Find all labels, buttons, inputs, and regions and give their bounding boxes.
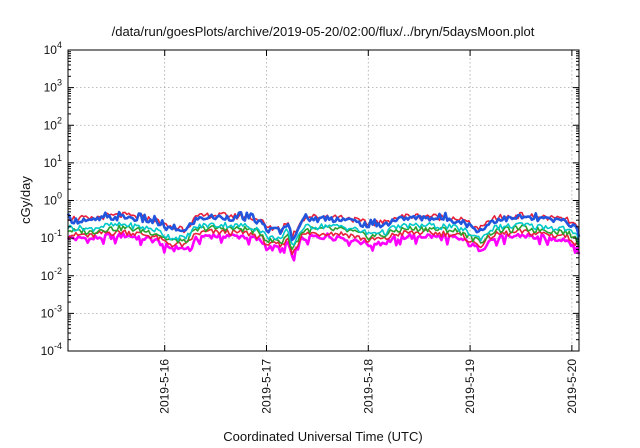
y-tick-label: 102 bbox=[44, 115, 62, 132]
x-tick-label: 2019-5-18 bbox=[361, 359, 375, 414]
data-series bbox=[66, 210, 581, 262]
chart-title: /data/run/goesPlots/archive/2019-05-20/0… bbox=[112, 24, 535, 39]
series-line bbox=[67, 221, 580, 246]
y-tick-label: 101 bbox=[44, 153, 62, 170]
y-axis-label: cGy/day bbox=[18, 176, 33, 224]
x-axis-ticks: 2019-5-16 2019-5-17 2019-5-18 2019-5-19 2019… bbox=[158, 50, 579, 414]
y-tick-label: 10-3 bbox=[41, 303, 62, 320]
y-tick-label: 10-1 bbox=[41, 228, 62, 245]
y-axis-ticks: 10-4 10-3 10-2 10-1 100 101 102 103 104 bbox=[41, 40, 579, 358]
series-line bbox=[66, 210, 581, 242]
series-line bbox=[68, 228, 580, 256]
y-tick-label: 104 bbox=[44, 40, 62, 57]
x-tick-label: 2019-5-19 bbox=[463, 359, 477, 414]
y-tick-label: 10-4 bbox=[41, 341, 62, 358]
x-axis-label: Coordinated Universal Time (UTC) bbox=[223, 429, 422, 444]
x-tick-label: 2019-5-17 bbox=[259, 359, 273, 414]
grid-lines bbox=[68, 50, 579, 351]
y-tick-label: 103 bbox=[44, 78, 62, 95]
y-tick-label: 10-2 bbox=[41, 266, 62, 283]
x-tick-label: 2019-5-16 bbox=[158, 359, 172, 414]
series-line bbox=[66, 231, 581, 262]
y-tick-label: 100 bbox=[44, 191, 62, 208]
x-tick-label: 2019-5-20 bbox=[565, 359, 579, 414]
